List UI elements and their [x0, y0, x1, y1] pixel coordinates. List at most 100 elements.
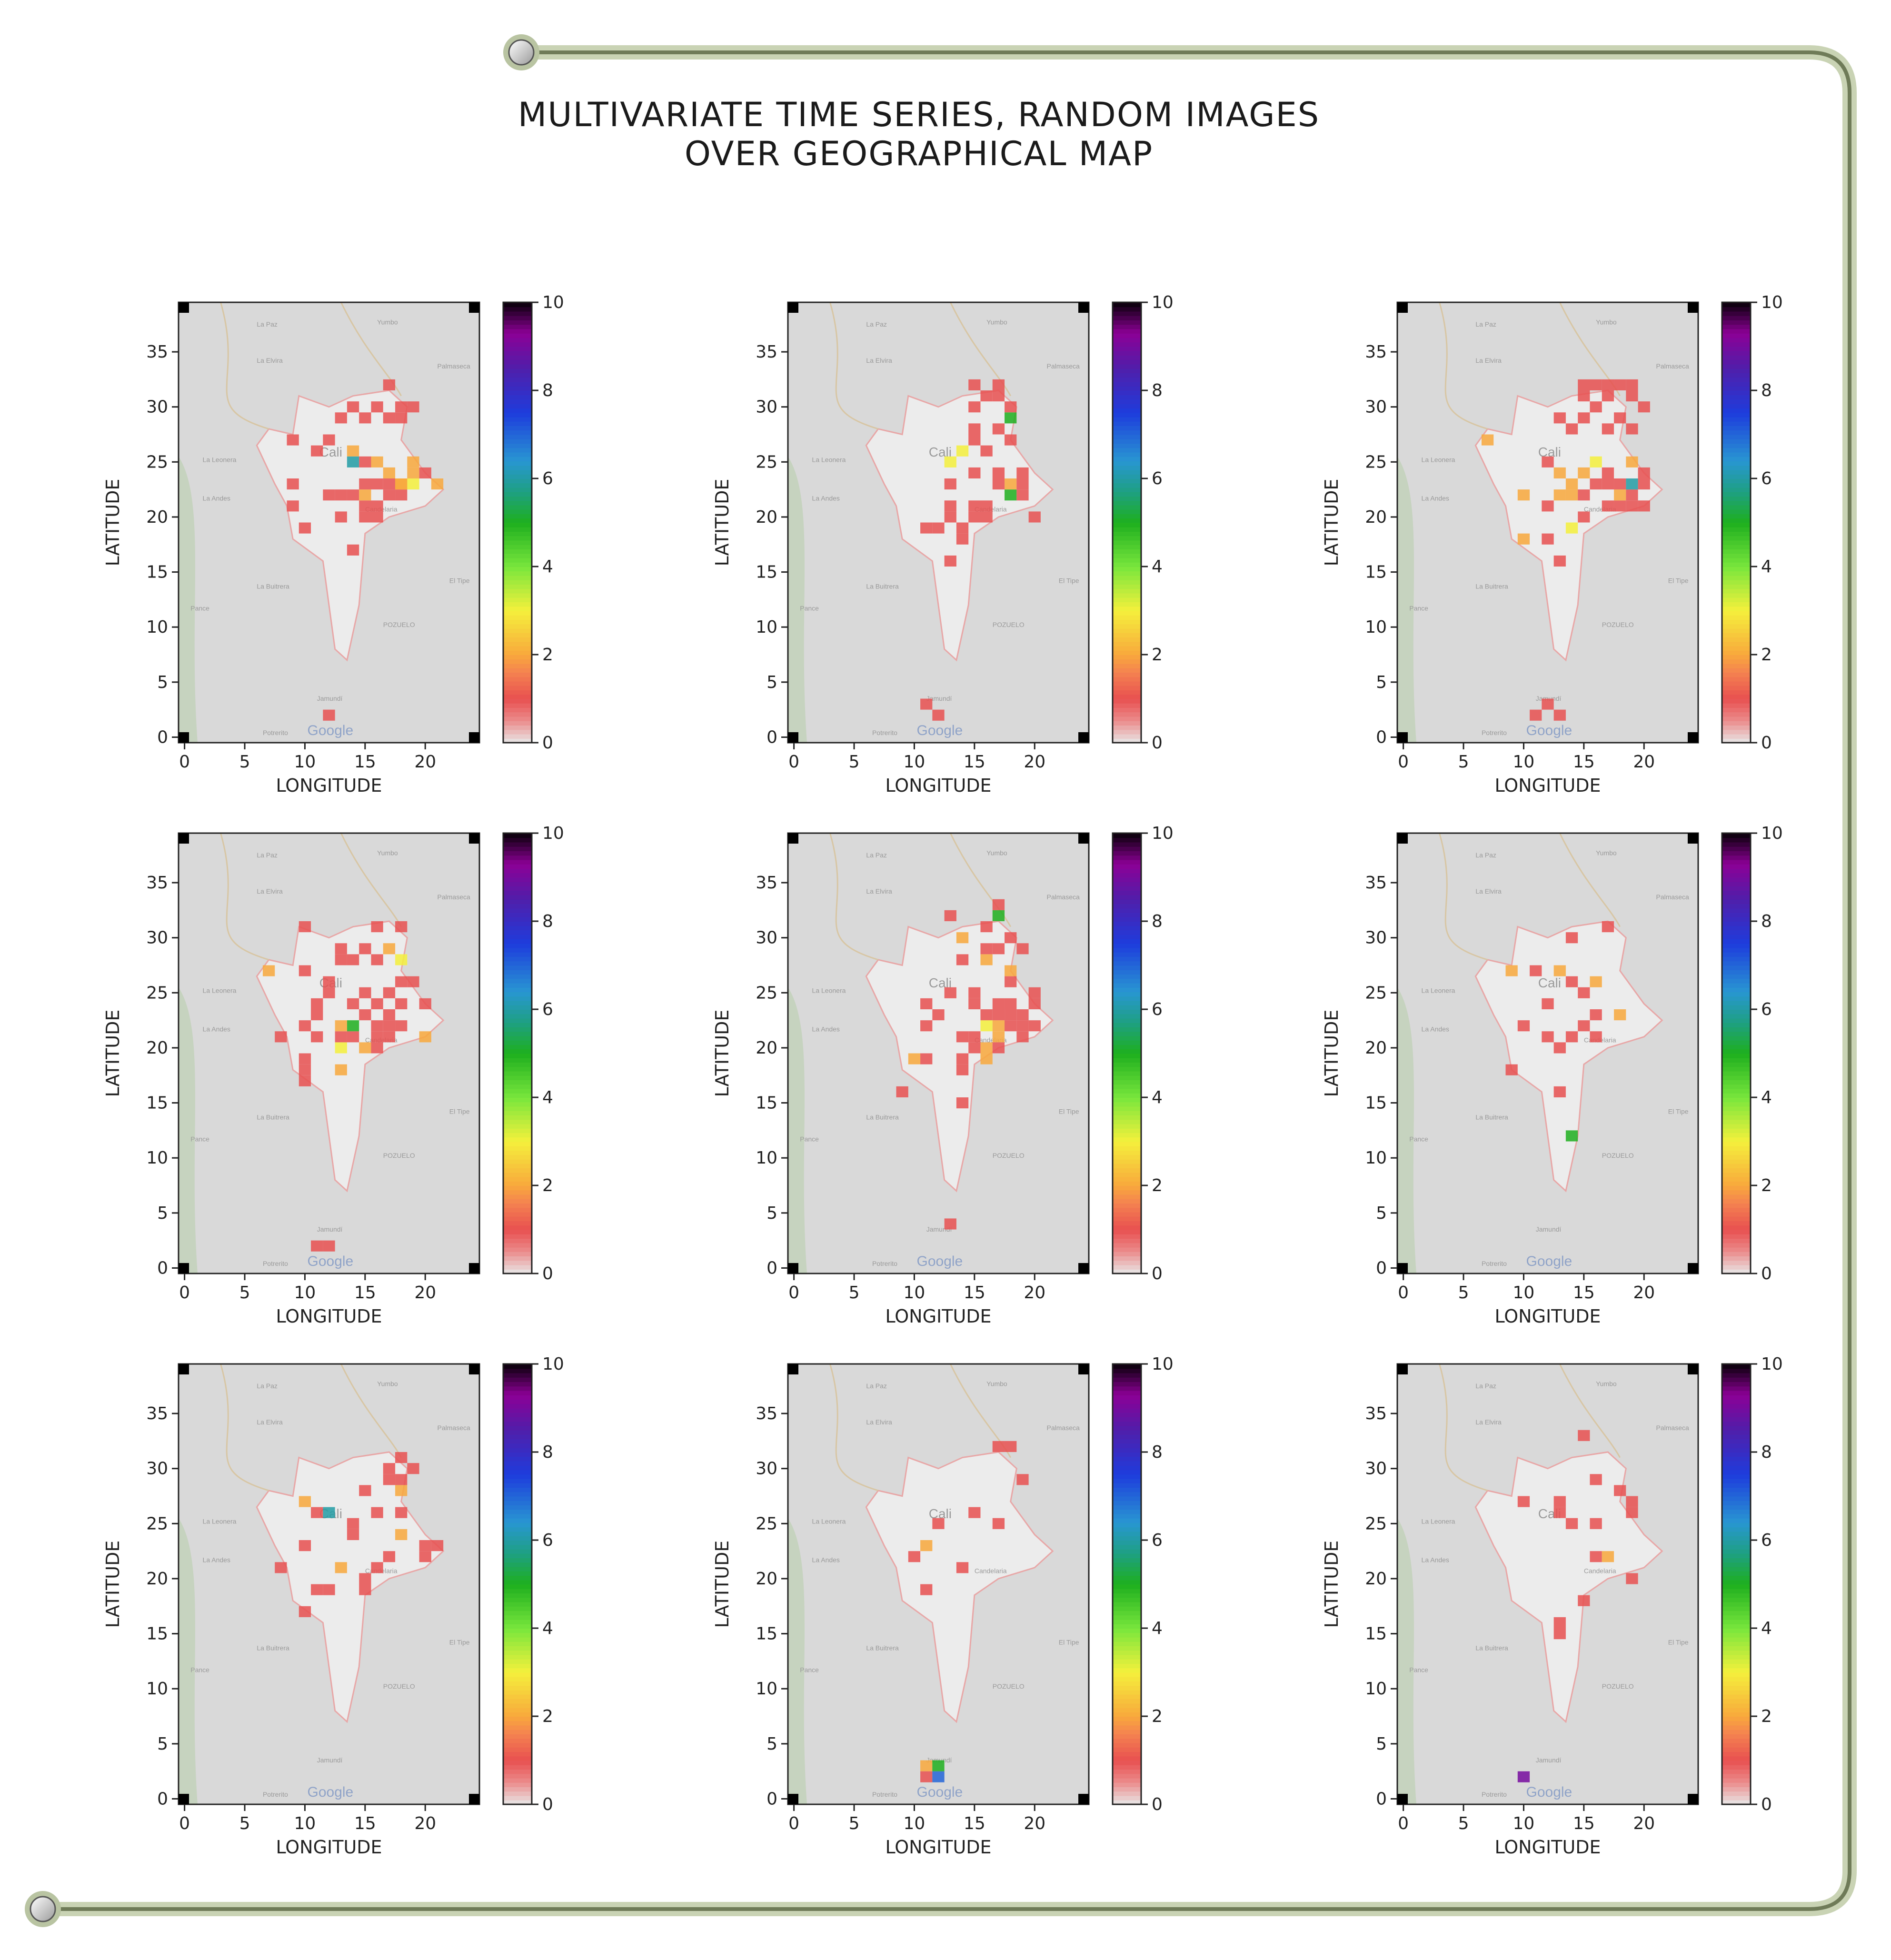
heat-cell: [1005, 1441, 1017, 1452]
colorbar-segment: [503, 677, 532, 682]
colorbar-segment: [1722, 1659, 1751, 1664]
colorbar-segment: [503, 952, 532, 957]
corner-marker: [788, 1263, 798, 1274]
heat-cell: [1028, 987, 1041, 998]
heat-cell: [1016, 943, 1029, 955]
heat-cell: [407, 401, 419, 413]
heat-cell: [1638, 401, 1650, 413]
colorbar-segment: [1722, 403, 1751, 408]
colorbar-segment: [1722, 947, 1751, 953]
colorbar-segment: [1722, 1000, 1751, 1005]
heat-cell: [419, 1031, 431, 1043]
corner-marker: [1078, 833, 1089, 844]
colorbar-segment: [1722, 1119, 1751, 1124]
colorbar-segment: [1722, 1168, 1751, 1173]
colorbar-segment: [1113, 690, 1141, 695]
heat-cell: [395, 1020, 408, 1032]
colorbar-segment: [1722, 1088, 1751, 1094]
colorbar-frame: [1112, 301, 1142, 744]
colorbar-segment: [1113, 417, 1141, 422]
y-tick-label: 10: [146, 1148, 168, 1168]
heat-cell: [1626, 478, 1638, 490]
colorbar-segment: [503, 1071, 532, 1076]
colorbar-segment: [1722, 395, 1751, 400]
heat-cell: [347, 1518, 359, 1529]
map-label: La Buitrera: [866, 582, 899, 590]
map-label: Yumbo: [986, 849, 1007, 856]
colorbar-segment: [503, 707, 532, 713]
heat-cell: [359, 1009, 371, 1021]
colorbar-segment: [1113, 584, 1141, 589]
colorbar-segment: [503, 1566, 532, 1572]
heat-cell: [1602, 478, 1614, 490]
colorbar-segment: [503, 1115, 532, 1120]
x-tick-label: 10: [294, 752, 316, 772]
colorbar-segment: [1722, 1124, 1751, 1129]
colorbar-segment: [503, 1738, 532, 1743]
colorbar-segment: [1722, 974, 1751, 979]
heat-cell: [980, 1042, 993, 1054]
colorbar-segment: [1113, 877, 1141, 882]
colorbar-segment: [1722, 1553, 1751, 1558]
colorbar-segment: [503, 1168, 532, 1173]
y-tick-label: 5: [157, 1204, 168, 1223]
y-tick-label: 20: [756, 1569, 777, 1589]
map-label: POZUELO: [993, 1682, 1025, 1690]
colorbar-segment: [1113, 1456, 1141, 1462]
y-tick-label: 25: [756, 983, 777, 1003]
colorbar-segment: [1113, 540, 1141, 545]
x-axis-label: LONGITUDE: [1494, 775, 1601, 796]
x-tick-label: 20: [1024, 1814, 1045, 1833]
colorbar-segment: [1722, 430, 1751, 435]
colorbar-segment: [1722, 1243, 1751, 1248]
colorbar-segment: [1722, 1071, 1751, 1076]
colorbar-segment: [503, 703, 532, 708]
colorbar-segment: [1722, 307, 1751, 312]
colorbar-tick-label: 4: [1152, 1088, 1163, 1107]
heat-cell: [992, 998, 1005, 1009]
colorbar-segment: [503, 390, 532, 396]
y-tick-label: 20: [756, 1038, 777, 1058]
x-tick-label: 0: [788, 1283, 799, 1303]
map-label: Palmaseca: [438, 893, 470, 901]
heat-cell: [323, 987, 335, 998]
colorbar-segment: [1113, 738, 1141, 743]
corner-marker: [469, 302, 479, 313]
colorbar-segment: [1113, 1729, 1141, 1734]
heat-cell: [299, 921, 311, 933]
colorbar-segment: [1722, 930, 1751, 935]
heat-cell: [1614, 489, 1626, 501]
colorbar-segment: [1722, 1185, 1751, 1191]
colorbar-segment: [1113, 1212, 1141, 1217]
colorbar-segment: [503, 338, 532, 343]
corner-marker: [1688, 1263, 1698, 1274]
colorbar-segment: [503, 992, 532, 997]
map-label: La Andes: [203, 1556, 230, 1563]
colorbar-segment: [503, 1619, 532, 1624]
colorbar-segment: [1113, 624, 1141, 629]
colorbar-segment: [503, 1461, 532, 1466]
heat-cell: [968, 500, 981, 512]
colorbar-segment: [1722, 1075, 1751, 1080]
colorbar-segment: [1722, 1632, 1751, 1638]
heat-cell: [1638, 467, 1650, 478]
colorbar-segment: [1722, 1053, 1751, 1058]
colorbar-segment: [1722, 864, 1751, 869]
colorbar-segment: [503, 487, 532, 492]
colorbar-tick-label: 6: [1152, 1531, 1163, 1550]
colorbar-segment: [1113, 1417, 1141, 1422]
y-tick-label: 35: [756, 1404, 777, 1423]
colorbar-segment: [1113, 456, 1141, 461]
colorbar-segment: [1722, 1394, 1751, 1400]
colorbar-segment: [503, 302, 532, 308]
heat-cell: [383, 412, 396, 424]
heat-cell: [359, 456, 371, 468]
colorbar-segment: [1722, 707, 1751, 713]
colorbar-tick-label: 10: [1761, 293, 1783, 312]
colorbar-segment: [503, 904, 532, 909]
map-road: [340, 833, 402, 927]
colorbar-segment: [1722, 1247, 1751, 1252]
colorbar-segment: [1113, 307, 1141, 312]
heat-cell: [1626, 1573, 1638, 1584]
